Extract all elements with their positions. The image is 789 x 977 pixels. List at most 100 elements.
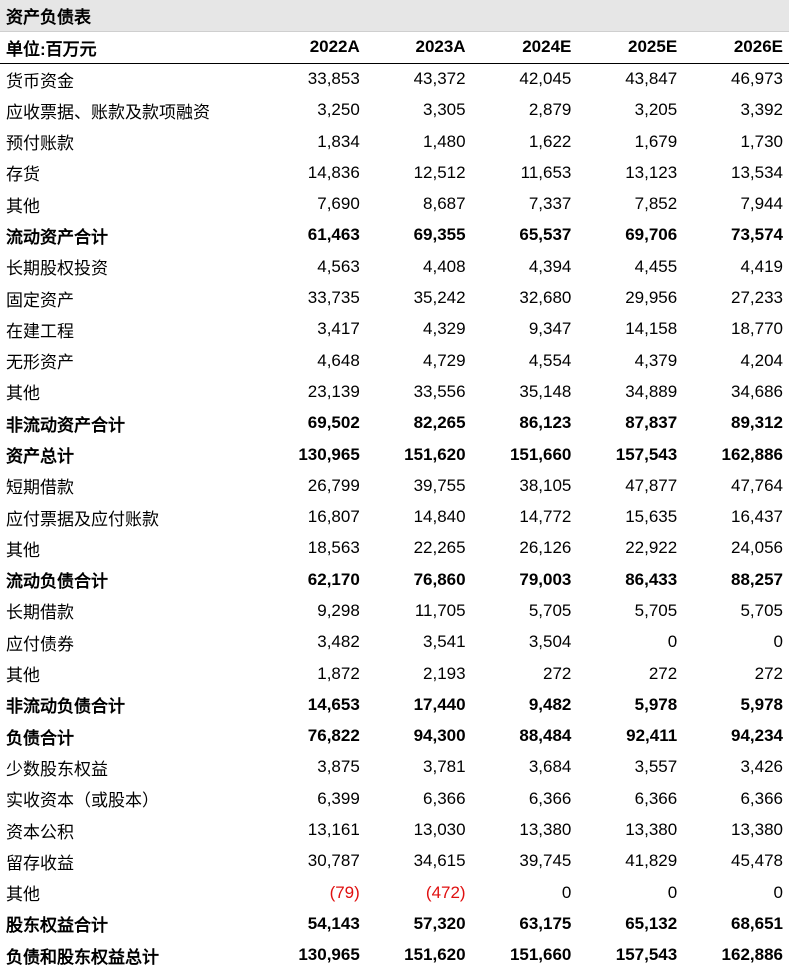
cell-value: 30,787 — [307, 851, 360, 871]
balance-sheet-table: 单位:百万元 2022A 2023A 2024E 2025E 2026E 货币资… — [0, 32, 789, 971]
cell-value: 6,366 — [423, 788, 466, 808]
cell-value: 13,380 — [731, 820, 783, 840]
cell-value: 23,139 — [307, 381, 360, 401]
cell-value: 88,484 — [519, 726, 572, 746]
table-row: 其他 1,872 2,193 272 272 272 — [0, 658, 789, 689]
cell-value: 9,298 — [317, 600, 360, 620]
table-row: 少数股东权益 3,875 3,781 3,684 3,557 3,426 — [0, 752, 789, 783]
cell-value: 4,563 — [317, 256, 360, 276]
table-row: 非流动负债合计 14,653 17,440 9,482 5,978 5,978 — [0, 689, 789, 720]
cell-value: 41,829 — [625, 851, 678, 871]
cell-value: 73,574 — [731, 225, 783, 245]
row-label: 其他 — [6, 666, 40, 686]
cell-value: 14,653 — [307, 694, 360, 714]
cell-value: 5,978 — [634, 694, 678, 714]
cell-value: 94,234 — [731, 726, 783, 746]
row-label: 流动负债合计 — [6, 572, 108, 592]
table-row: 流动负债合计 62,170 76,860 79,003 86,433 88,257 — [0, 564, 789, 595]
cell-value: 61,463 — [307, 225, 360, 245]
cell-value: 32,680 — [519, 288, 572, 308]
cell-value: 0 — [561, 882, 572, 902]
cell-value: 16,437 — [731, 507, 783, 527]
row-label: 资产总计 — [6, 447, 74, 466]
cell-value: 4,419 — [740, 256, 783, 276]
cell-value: 7,337 — [528, 194, 572, 214]
cell-value: 3,205 — [634, 100, 678, 120]
table-row: 货币资金 33,853 43,372 42,045 43,847 46,973 — [0, 63, 789, 94]
cell-value: 6,366 — [740, 788, 783, 808]
cell-value: 3,392 — [740, 100, 783, 120]
cell-value: 13,123 — [625, 162, 678, 182]
cell-value: 18,563 — [307, 538, 360, 558]
cell-value: 76,860 — [413, 569, 466, 589]
table-title: 资产负债表 — [0, 0, 789, 32]
cell-value: 47,764 — [731, 475, 783, 495]
cell-value: 86,123 — [519, 413, 572, 433]
row-label: 实收资本（或股本） — [6, 791, 159, 811]
table-row: 固定资产 33,735 35,242 32,680 29,956 27,233 — [0, 282, 789, 313]
cell-value: 76,822 — [307, 726, 360, 746]
cell-value: 22,265 — [413, 538, 466, 558]
row-label: 短期借款 — [6, 478, 74, 498]
table-row: 资产总计 130,965 151,620 151,660 157,543 162,886 — [0, 439, 789, 470]
cell-value: 42,045 — [519, 69, 572, 89]
row-label: 负债和股东权益总计 — [6, 947, 159, 967]
table-row: 存货 14,836 12,512 11,653 13,123 13,534 — [0, 157, 789, 188]
table-body: 货币资金 33,853 43,372 42,045 43,847 46,973 应收票据、账… — [0, 63, 789, 971]
row-label: 长期借款 — [6, 603, 74, 623]
cell-value: 6,366 — [634, 788, 678, 808]
row-label: 流动资产合计 — [6, 227, 108, 247]
cell-value: 6,399 — [317, 788, 360, 808]
table-row: 应收票据、账款及款项融资 3,250 3,305 2,879 3,205 3,392 — [0, 95, 789, 126]
table-row: 在建工程 3,417 4,329 9,347 14,158 18,770 — [0, 314, 789, 345]
table-row: 留存收益 30,787 34,615 39,745 41,829 45,478 — [0, 846, 789, 877]
cell-value: 3,417 — [317, 319, 360, 339]
cell-value: 57,320 — [413, 913, 466, 933]
cell-value: 46,973 — [731, 69, 783, 89]
table-row: 实收资本（或股本） 6,399 6,366 6,366 6,366 6,366 — [0, 783, 789, 814]
cell-value: 13,380 — [625, 820, 678, 840]
cell-value: 1,480 — [423, 131, 466, 151]
cell-value: 14,836 — [307, 162, 360, 182]
cell-value: 65,132 — [625, 913, 678, 933]
row-label: 在建工程 — [6, 321, 74, 341]
cell-value: 62,170 — [307, 569, 360, 589]
cell-value: 29,956 — [625, 288, 678, 308]
cell-value: 54,143 — [307, 913, 360, 933]
row-label: 长期股权投资 — [6, 259, 108, 279]
table-row: 预付账款 1,834 1,480 1,622 1,679 1,730 — [0, 126, 789, 157]
cell-value: 3,781 — [423, 757, 466, 777]
column-header: 2025E — [577, 32, 684, 64]
cell-value: 2,193 — [423, 663, 466, 683]
table-row: 应付票据及应付账款 16,807 14,840 14,772 15,635 16,437 — [0, 501, 789, 532]
cell-value: 14,158 — [625, 319, 678, 339]
cell-value: 82,265 — [413, 413, 466, 433]
cell-value: 12,512 — [413, 162, 466, 182]
cell-value: 2,879 — [528, 100, 572, 120]
cell-value: 69,355 — [413, 225, 466, 245]
cell-value: 79,003 — [519, 569, 572, 589]
cell-value: 69,502 — [307, 413, 360, 433]
column-header: 2022A — [260, 32, 366, 64]
cell-value: 38,105 — [519, 475, 572, 495]
table-row: 长期借款 9,298 11,705 5,705 5,705 5,705 — [0, 595, 789, 626]
cell-value: 3,250 — [317, 100, 360, 120]
row-label: 存货 — [6, 165, 40, 185]
table-row: 其他 (79) (472) 0 0 0 — [0, 877, 789, 908]
column-header: 2024E — [471, 32, 578, 64]
cell-value: 87,837 — [625, 413, 678, 433]
cell-value: 1,834 — [317, 131, 360, 151]
table-row: 股东权益合计 54,143 57,320 63,175 65,132 68,651 — [0, 908, 789, 939]
cell-value: 35,242 — [413, 288, 466, 308]
cell-value: (79) — [329, 882, 360, 902]
table-row: 资本公积 13,161 13,030 13,380 13,380 13,380 — [0, 814, 789, 845]
cell-value: 151,660 — [509, 444, 572, 464]
unit-label: 单位:百万元 — [0, 32, 260, 64]
table-row: 非流动资产合计 69,502 82,265 86,123 87,837 89,312 — [0, 408, 789, 439]
cell-value: 4,729 — [423, 350, 466, 370]
row-label: 预付账款 — [6, 134, 74, 154]
cell-value: 3,557 — [634, 757, 678, 777]
cell-value: 9,482 — [528, 694, 572, 714]
table-row: 其他 7,690 8,687 7,337 7,852 7,944 — [0, 188, 789, 219]
table-row: 应付债券 3,482 3,541 3,504 0 0 — [0, 627, 789, 658]
